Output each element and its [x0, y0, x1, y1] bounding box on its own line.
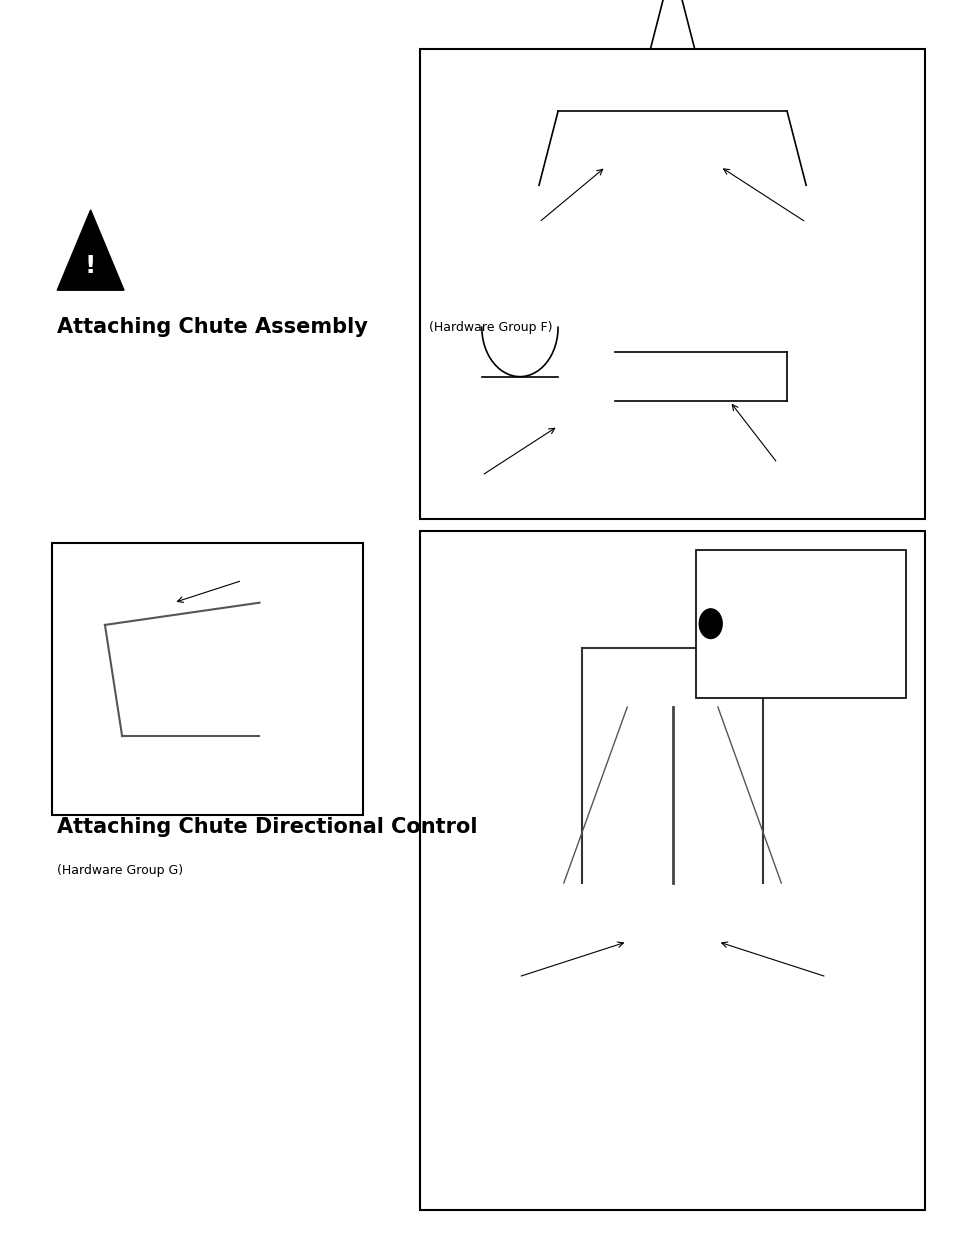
Bar — [419, 531, 924, 1210]
Text: !: ! — [85, 253, 96, 278]
Text: Attaching Chute Assembly: Attaching Chute Assembly — [57, 317, 368, 337]
Text: (Hardware Group G): (Hardware Group G) — [57, 864, 183, 877]
Bar — [419, 49, 924, 519]
Text: Attaching Chute Directional Control: Attaching Chute Directional Control — [57, 818, 477, 837]
FancyBboxPatch shape — [558, 877, 785, 1065]
Text: (Hardware Group F): (Hardware Group F) — [424, 321, 552, 333]
Bar — [52, 543, 362, 815]
Polygon shape — [57, 210, 124, 290]
Circle shape — [699, 609, 721, 638]
Bar — [696, 550, 905, 698]
